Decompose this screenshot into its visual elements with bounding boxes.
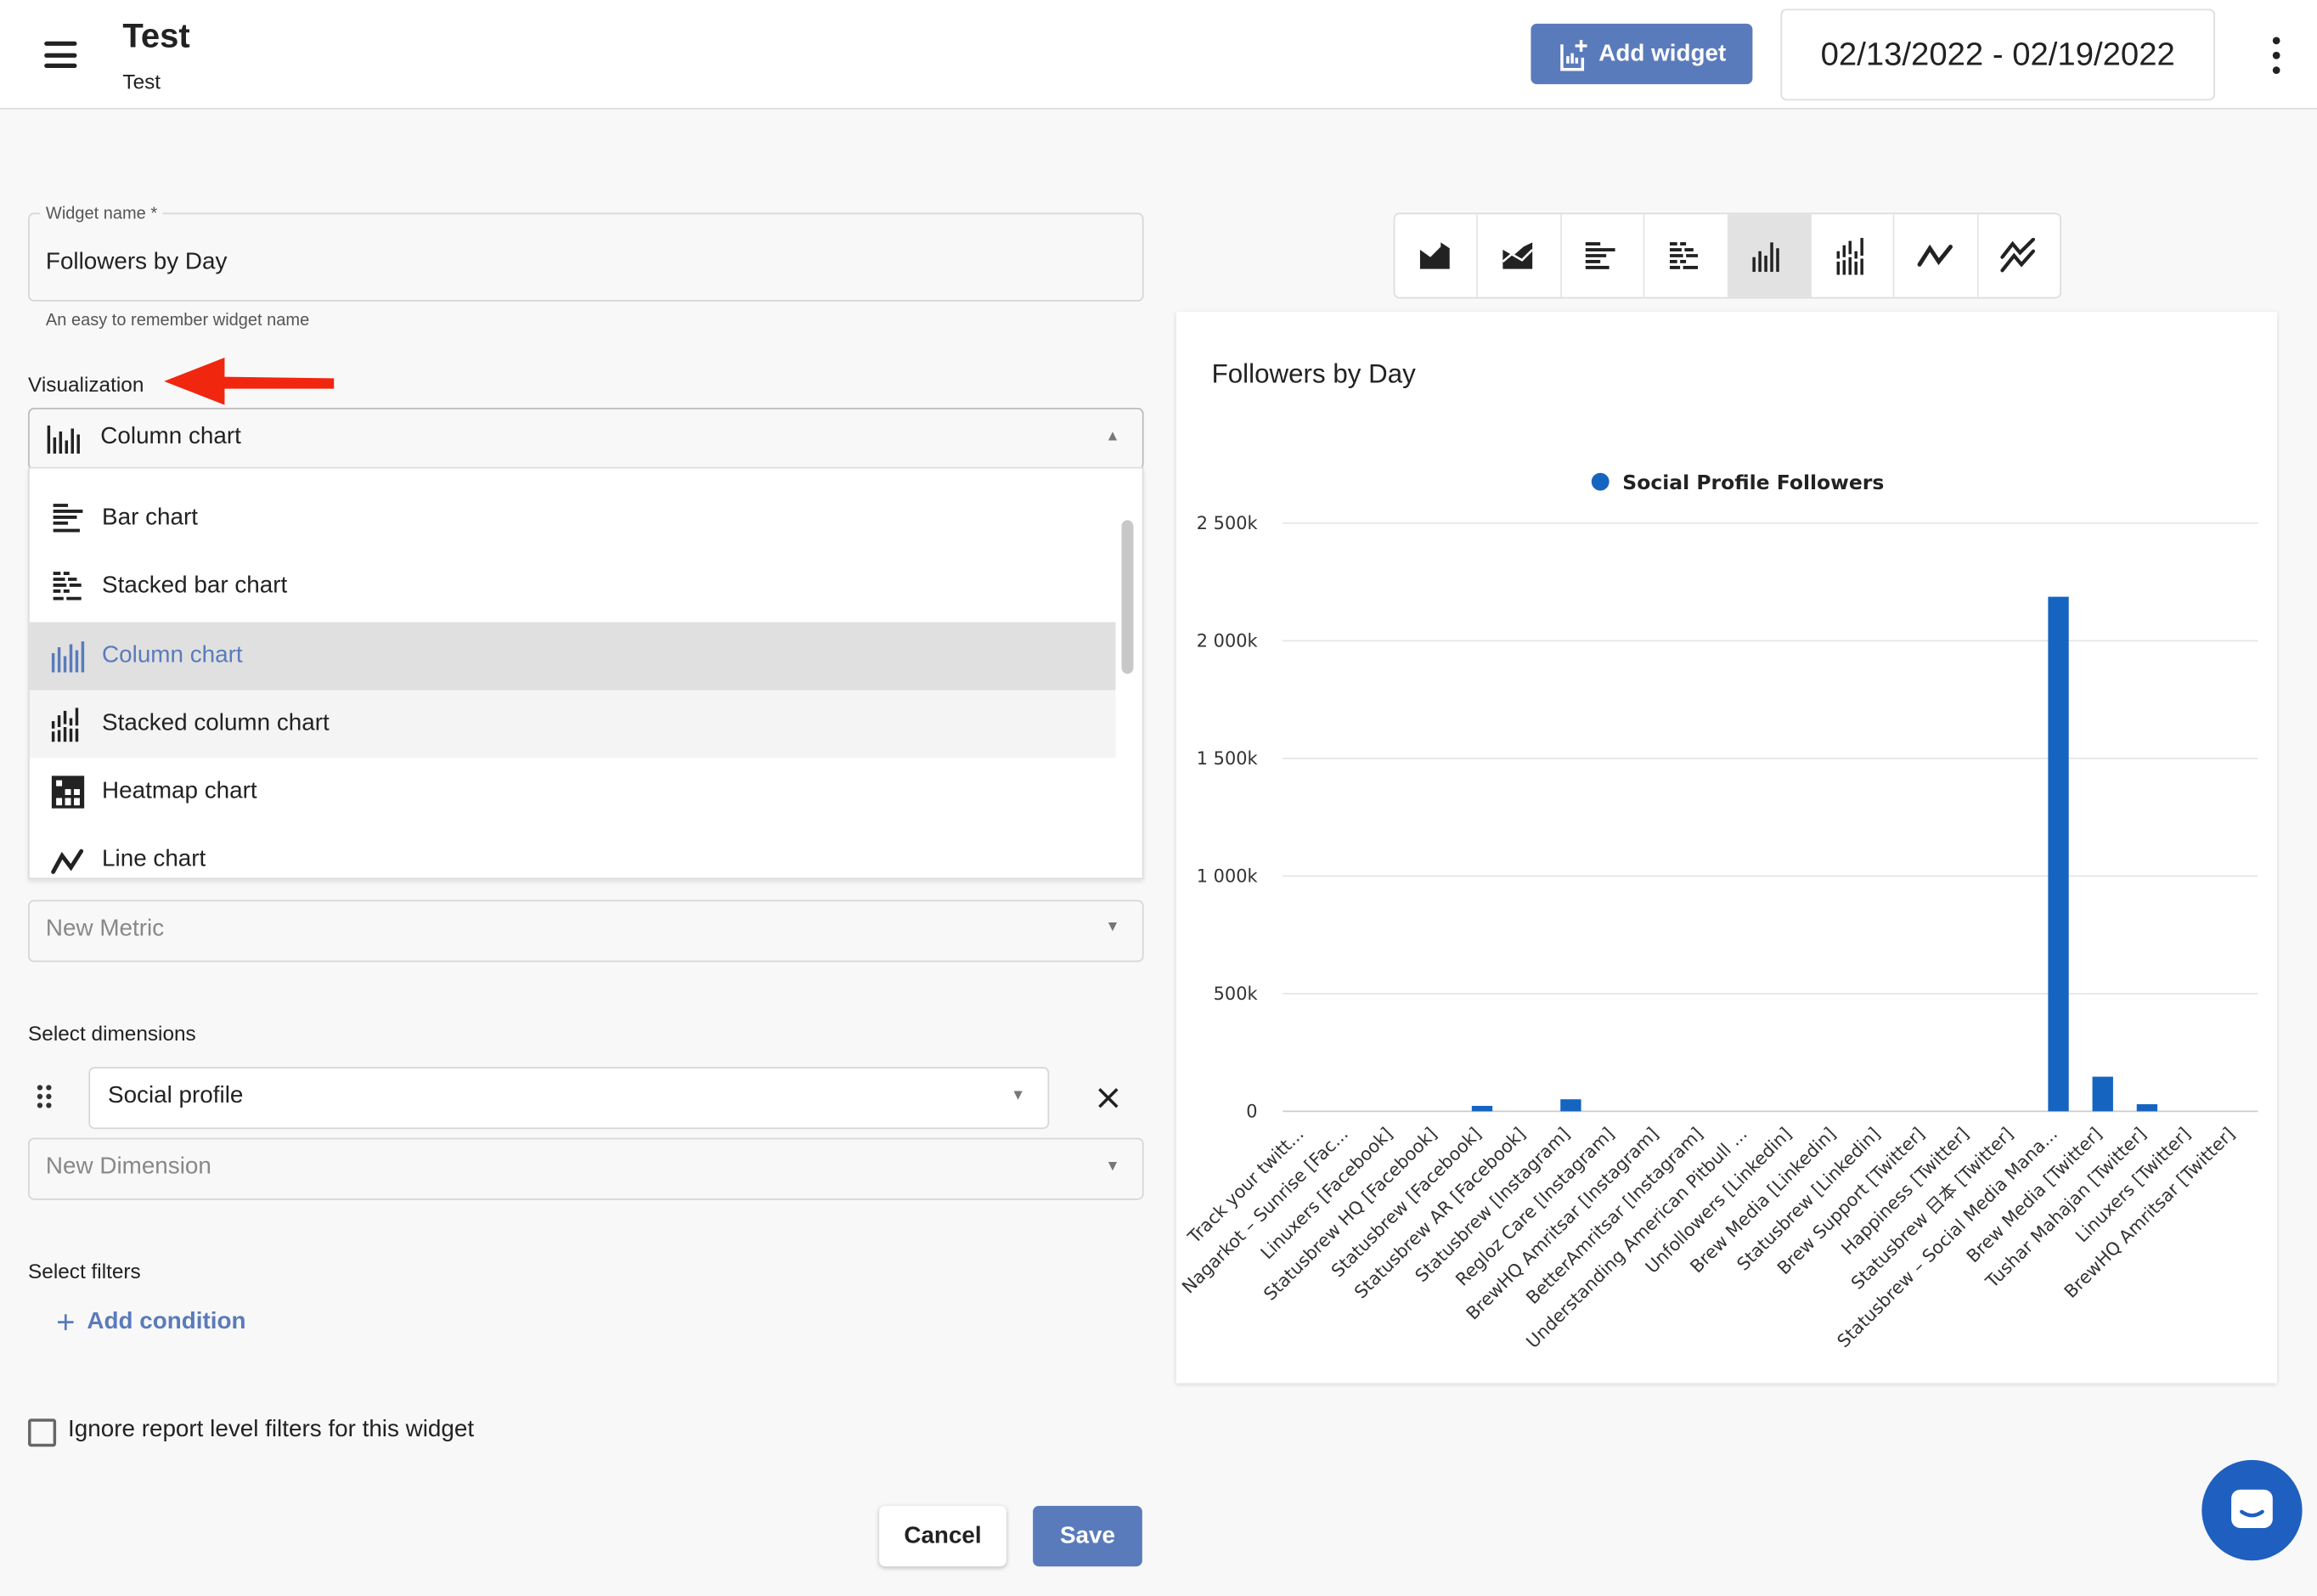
add-widget-label: Add widget	[1598, 40, 1727, 66]
more-options-icon[interactable]	[2267, 37, 2285, 75]
add-widget-button[interactable]: Add widget	[1531, 23, 1753, 85]
multi-line-chart-button[interactable]	[1978, 214, 2060, 296]
multi-line-chart-icon	[2000, 238, 2036, 273]
heatmap-chart-icon	[51, 775, 85, 809]
menu-icon[interactable]	[44, 41, 77, 69]
page-title: Test	[122, 16, 190, 55]
widget-name-field[interactable]	[28, 212, 1144, 302]
save-button[interactable]: Save	[1033, 1505, 1142, 1567]
date-range-picker[interactable]: 02/13/2022 - 02/19/2022	[1780, 8, 2215, 101]
chevron-down-icon[interactable]: ▼	[1105, 1159, 1120, 1176]
bar-chart-icon	[1586, 242, 1616, 269]
line-chart-icon	[51, 849, 84, 874]
visualization-select[interactable]	[28, 408, 1144, 471]
option-label: Column chart	[102, 642, 243, 668]
add-widget-icon	[1560, 39, 1587, 70]
metric-placeholder: New Metric	[45, 916, 165, 942]
bar-chart-icon	[53, 504, 83, 533]
remove-dimension-icon[interactable]	[1096, 1086, 1120, 1110]
area-chart-icon	[1419, 242, 1450, 269]
widget-name-hint: An easy to remember widget name	[45, 312, 310, 330]
option-stacked-column-chart[interactable]: Stacked column chart	[29, 690, 1116, 759]
column-chart-icon	[47, 426, 80, 454]
option-label: Stacked bar chart	[102, 573, 288, 599]
option-label: Bar chart	[102, 505, 198, 531]
dimension-select[interactable]	[88, 1067, 1050, 1130]
visualization-value: Column chart	[100, 424, 241, 449]
option-column-chart[interactable]: Column chart	[29, 622, 1116, 691]
line-chart-icon	[1917, 244, 1953, 267]
option-stacked-bar-chart[interactable]: Stacked bar chart	[30, 553, 1116, 621]
line-chart-button[interactable]	[1895, 214, 1978, 297]
ignore-filters-label: Ignore report level filters for this wid…	[68, 1417, 475, 1443]
dimensions-label: Select dimensions	[28, 1021, 196, 1046]
stacked-area-chart-button[interactable]	[1478, 214, 1562, 297]
red-arrow-annotation	[164, 358, 335, 405]
option-bar-chart[interactable]: Bar chart	[30, 485, 1116, 553]
option-heatmap-chart[interactable]: Heatmap chart	[30, 759, 1116, 826]
option-label: Stacked column chart	[102, 710, 330, 736]
ignore-filters-checkbox[interactable]	[28, 1418, 57, 1447]
stacked-bar-chart-icon	[1669, 242, 1698, 269]
option-label: Line chart	[102, 846, 206, 872]
chevron-down-icon[interactable]: ▼	[1105, 919, 1120, 936]
stacked-bar-chart-icon	[53, 572, 82, 601]
widget-name-label: Widget name *	[39, 205, 164, 223]
dropdown-scrollbar[interactable]	[1121, 520, 1134, 674]
dimension-placeholder: New Dimension	[45, 1153, 211, 1180]
chat-icon	[2231, 1489, 2273, 1528]
stacked-column-chart-icon	[51, 708, 79, 742]
chart-card	[1175, 312, 2278, 1384]
page-subtitle: Test	[122, 69, 161, 93]
stacked-bar-chart-button[interactable]	[1645, 214, 1728, 297]
new-dimension-select[interactable]	[28, 1137, 1144, 1200]
chart-type-toolbar	[1393, 212, 2062, 299]
add-condition-button[interactable]: + Add condition	[56, 1303, 246, 1340]
dimension-value: Social profile	[108, 1083, 244, 1108]
option-label: Heatmap chart	[102, 778, 257, 804]
column-chart-icon	[1752, 242, 1780, 273]
column-chart-icon	[51, 641, 85, 673]
chat-launcher-button[interactable]	[2201, 1459, 2303, 1561]
area-chart-button[interactable]	[1395, 214, 1479, 297]
chart-title: Followers by Day	[1211, 358, 1416, 389]
stacked-column-chart-icon	[1835, 238, 1863, 275]
visualization-label: Visualization	[28, 372, 144, 397]
filters-label: Select filters	[28, 1259, 141, 1283]
stacked-column-chart-button[interactable]	[1812, 214, 1895, 297]
plus-icon: +	[56, 1303, 76, 1340]
metric-select[interactable]	[28, 900, 1144, 962]
bar-chart-button[interactable]	[1562, 214, 1645, 297]
visualization-dropdown: Bar chart Stacked bar chart Column chart…	[28, 466, 1144, 880]
drag-handle-icon[interactable]	[36, 1085, 54, 1108]
column-chart-button[interactable]	[1728, 214, 1812, 297]
option-line-chart[interactable]: Line chart	[30, 826, 1116, 878]
add-condition-label: Add condition	[87, 1309, 246, 1335]
widget-name-input[interactable]: Followers by Day	[45, 250, 228, 275]
chevron-down-icon[interactable]: ▼	[1011, 1087, 1026, 1104]
stacked-area-chart-icon	[1502, 242, 1534, 269]
chevron-up-icon[interactable]: ▲	[1105, 428, 1120, 445]
cancel-button[interactable]: Cancel	[879, 1505, 1006, 1567]
